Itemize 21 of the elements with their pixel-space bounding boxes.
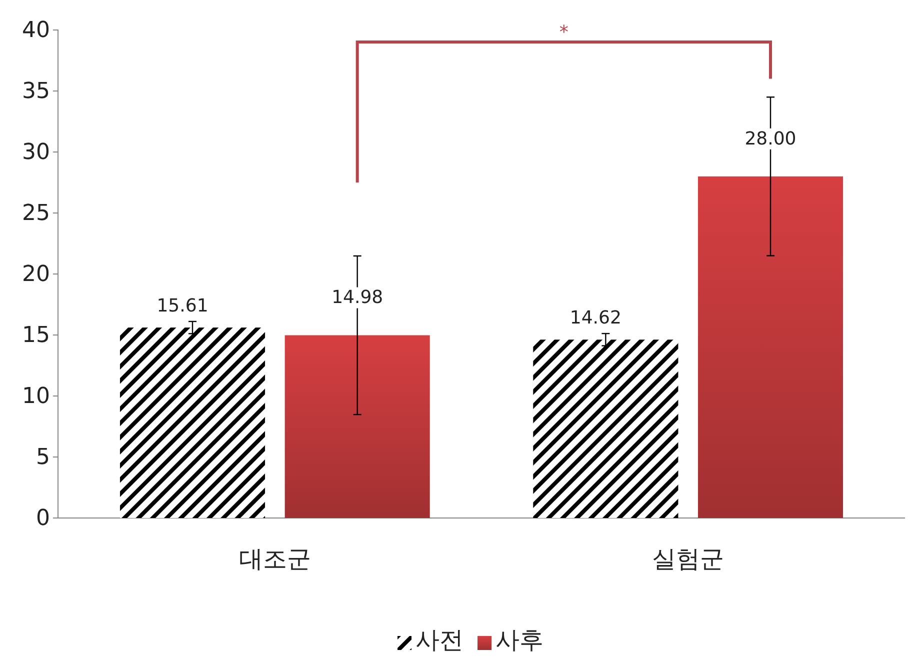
data-label: 15.61 <box>156 296 208 317</box>
data-label: 14.98 <box>332 287 384 308</box>
y-tick-label: 5 <box>36 445 50 470</box>
data-label: 28.00 <box>744 128 796 150</box>
bar <box>120 328 266 518</box>
y-tick-label: 20 <box>22 262 50 288</box>
data-label: 14.62 <box>570 308 622 329</box>
legend-label: 사전 <box>416 626 464 654</box>
x-tick-label: 실험군 <box>652 545 724 574</box>
x-tick-label: 대조군 <box>238 545 311 574</box>
legend-label: 사후 <box>496 626 544 654</box>
bar <box>284 335 430 518</box>
y-tick-label: 40 <box>22 18 50 44</box>
annotation: * <box>559 22 568 43</box>
bar <box>533 340 678 518</box>
y-tick-label: 0 <box>36 506 50 532</box>
y-tick-label: 30 <box>22 140 50 166</box>
y-tick-label: 35 <box>22 79 50 104</box>
y-tick-label: 10 <box>22 384 50 410</box>
y-tick-label: 15 <box>22 323 50 348</box>
y-tick-label: 25 <box>22 201 50 226</box>
